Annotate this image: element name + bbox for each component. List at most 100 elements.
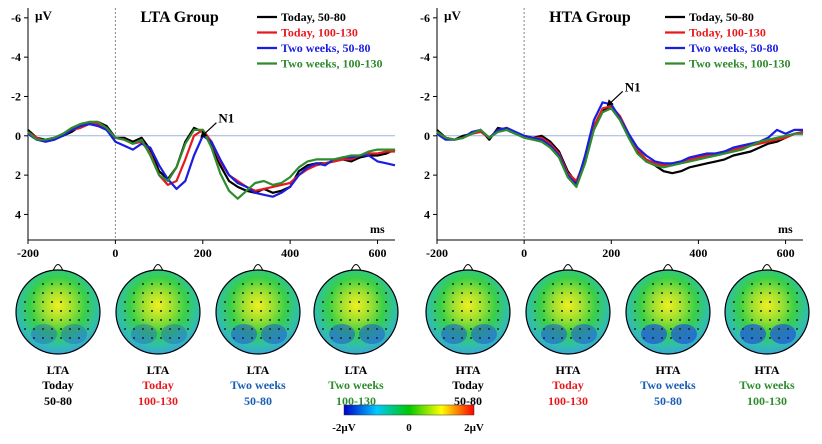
electrode-dot <box>760 328 762 330</box>
electrode-dot <box>51 301 53 303</box>
electrode-dot <box>242 319 244 321</box>
electrode-dot <box>461 301 463 303</box>
electrode-dot <box>796 310 798 312</box>
y-tick-label: 0 <box>424 129 430 143</box>
y-tick-label: 4 <box>424 207 430 221</box>
topomap-nose <box>152 264 164 272</box>
electrode-dot <box>787 310 789 312</box>
electrode-dot <box>331 310 333 312</box>
electrode-dot <box>634 310 636 312</box>
electrode-dot <box>233 319 235 321</box>
electrode-dot <box>688 328 690 330</box>
electrode-dot <box>78 283 80 285</box>
electrode-dot <box>87 319 89 321</box>
electrode-dot <box>470 319 472 321</box>
electrode-dot <box>461 310 463 312</box>
electrode-dot <box>787 283 789 285</box>
electrode-dot <box>287 310 289 312</box>
electrode-dot <box>142 310 144 312</box>
electrode-dot <box>376 283 378 285</box>
electrode-dot <box>552 337 554 339</box>
electrode-dot <box>479 283 481 285</box>
x-tick-label: -200 <box>426 246 448 260</box>
electrode-dot <box>278 328 280 330</box>
electrode-dot <box>60 301 62 303</box>
electrode-dot <box>733 328 735 330</box>
electrode-dot <box>160 283 162 285</box>
electrode-dot <box>349 328 351 330</box>
electrode-dot <box>322 310 324 312</box>
electrode-dot <box>452 337 454 339</box>
electrode-dot <box>142 337 144 339</box>
electrode-dot <box>233 301 235 303</box>
electrode-dot <box>488 310 490 312</box>
electrode-dot <box>588 301 590 303</box>
x-axis-label: ms <box>778 222 793 236</box>
electrode-dot <box>278 310 280 312</box>
topomap-group-label: HTA <box>754 363 779 377</box>
electrode-dot <box>443 292 445 294</box>
electrode-dot <box>579 337 581 339</box>
electrode-dot <box>260 301 262 303</box>
electrode-dot <box>33 319 35 321</box>
x-tick-label: 400 <box>281 246 299 260</box>
electrode-dot <box>51 337 53 339</box>
electrode-dot <box>178 319 180 321</box>
electrode-dot <box>178 328 180 330</box>
electrode-dot <box>497 301 499 303</box>
electrode-dot <box>579 292 581 294</box>
electrode-dot <box>260 328 262 330</box>
electrode-dot <box>661 292 663 294</box>
electrode-dot <box>769 319 771 321</box>
electrode-dot <box>443 328 445 330</box>
electrode-dot <box>561 292 563 294</box>
electrode-dot <box>78 292 80 294</box>
electrode-dot <box>178 301 180 303</box>
electrode-dot <box>385 292 387 294</box>
electrode-dot <box>443 301 445 303</box>
electrode-dot <box>376 292 378 294</box>
topomap-region-right <box>359 324 385 344</box>
electrode-dot <box>87 310 89 312</box>
electrode-dot <box>688 283 690 285</box>
electrode-dot <box>787 301 789 303</box>
electrode-dot <box>534 328 536 330</box>
electrode-dot <box>42 319 44 321</box>
electrode-dot <box>367 292 369 294</box>
topomap-condition-label: Today <box>142 378 174 392</box>
topomap-range-label: 50-80 <box>244 394 272 408</box>
electrode-dot <box>552 310 554 312</box>
electrode-dot <box>340 337 342 339</box>
electrode-dot <box>51 283 53 285</box>
electrode-dot <box>187 319 189 321</box>
electrode-dot <box>251 328 253 330</box>
x-tick-label: 0 <box>112 246 118 260</box>
electrode-dot <box>643 319 645 321</box>
electrode-dot <box>652 292 654 294</box>
electrode-dot <box>434 319 436 321</box>
electrode-dot <box>443 310 445 312</box>
electrode-dot <box>349 292 351 294</box>
electrode-dot <box>452 292 454 294</box>
electrode-dot <box>287 319 289 321</box>
electrode-dot <box>24 310 26 312</box>
electrode-dot <box>787 328 789 330</box>
electrode-dot <box>133 319 135 321</box>
electrode-dot <box>142 301 144 303</box>
electrode-dot <box>643 337 645 339</box>
topomap-group-label: LTA <box>47 363 70 377</box>
x-tick-label: 600 <box>777 246 795 260</box>
electrode-dot <box>497 292 499 294</box>
electrode-dot <box>733 319 735 321</box>
electrode-dot <box>652 310 654 312</box>
electrode-dot <box>434 328 436 330</box>
electrode-dot <box>69 283 71 285</box>
x-tick-label: 600 <box>369 246 387 260</box>
electrode-dot <box>751 292 753 294</box>
electrode-dot <box>385 301 387 303</box>
electrode-dot <box>78 310 80 312</box>
electrode-dot <box>769 301 771 303</box>
electrode-dot <box>367 301 369 303</box>
